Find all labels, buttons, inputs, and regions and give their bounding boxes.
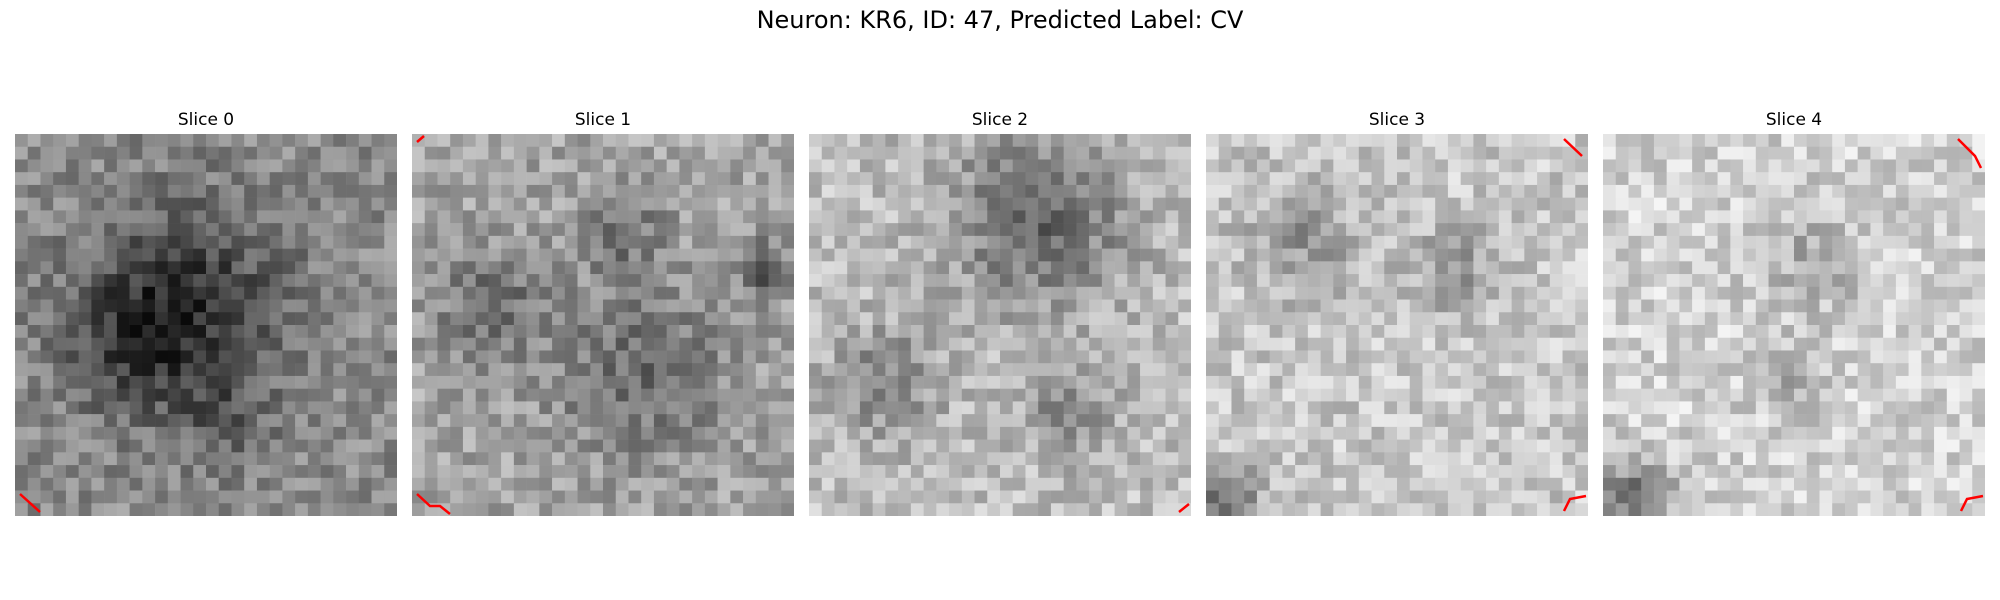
annotation-line (19, 493, 41, 513)
annotation-line (416, 493, 451, 515)
grayscale-patch (412, 134, 794, 516)
annotation-line (1562, 494, 1587, 512)
slice-title: Slice 3 (1368, 110, 1426, 130)
grayscale-patch (15, 134, 397, 516)
figure-title: Neuron: KR6, ID: 47, Predicted Label: CV (756, 6, 1244, 34)
slice-panel: Slice 0 (15, 108, 397, 516)
grayscale-patch (1603, 134, 1985, 516)
slice-image (1603, 134, 1985, 516)
slice-image (1206, 134, 1588, 516)
annotation-line (1563, 138, 1583, 157)
slice-title: Slice 0 (177, 110, 235, 130)
slice-title: Slice 2 (971, 110, 1029, 130)
slice-title: Slice 1 (574, 110, 632, 130)
slice-panel: Slice 4 (1603, 108, 1985, 516)
slice-panel: Slice 3 (1206, 108, 1588, 516)
annotation-line (1178, 503, 1190, 513)
slice-image (15, 134, 397, 516)
annotation-line (1959, 494, 1984, 512)
slice-panel: Slice 1 (412, 108, 794, 516)
slice-image (809, 134, 1191, 516)
annotation-line (416, 135, 425, 143)
slice-title: Slice 4 (1765, 110, 1823, 130)
annotation-line (1957, 138, 1983, 169)
slice-panel: Slice 2 (809, 108, 1191, 516)
slice-image (412, 134, 794, 516)
grayscale-patch (809, 134, 1191, 516)
grayscale-patch (1206, 134, 1588, 516)
